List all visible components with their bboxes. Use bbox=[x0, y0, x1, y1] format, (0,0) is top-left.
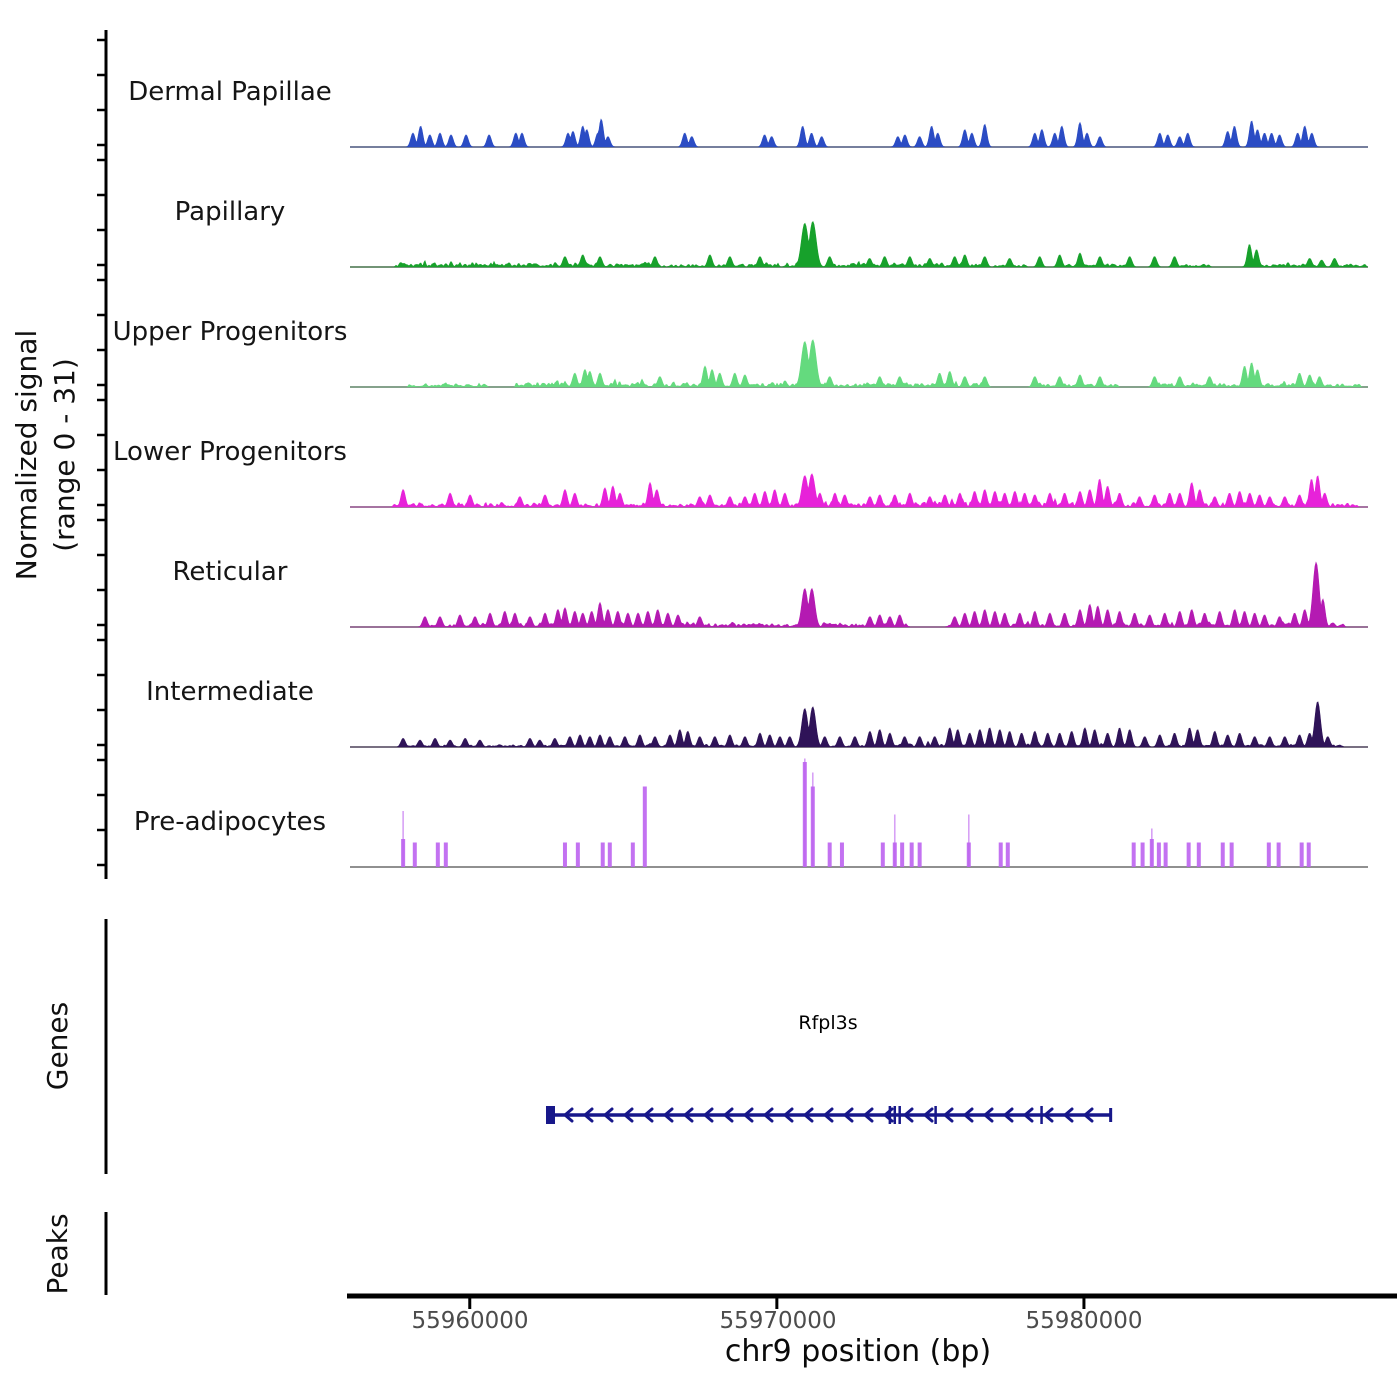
signal-bar bbox=[435, 842, 440, 867]
coverage-area bbox=[350, 118, 1368, 148]
peaks-panel-label: Peaks bbox=[41, 1213, 74, 1295]
x-tick-55970000: 55970000 bbox=[719, 1308, 837, 1334]
strand-arrow-icon bbox=[743, 1107, 754, 1123]
signal-bar bbox=[562, 842, 567, 867]
signal-track-0 bbox=[350, 118, 1368, 148]
strand-arrow-icon bbox=[763, 1107, 774, 1123]
signal-track-1 bbox=[350, 221, 1369, 268]
signal-track-2 bbox=[350, 339, 1368, 388]
signal-bar bbox=[575, 842, 580, 867]
signal-bar bbox=[802, 762, 807, 867]
track-label-lower-progenitors: Lower Progenitors bbox=[113, 437, 347, 467]
signal-bar bbox=[880, 842, 885, 867]
x-tick-55980000: 55980000 bbox=[1025, 1308, 1143, 1334]
strand-arrow-icon bbox=[643, 1107, 654, 1123]
gene-terminal-exon bbox=[545, 1106, 555, 1124]
signal-bar bbox=[642, 786, 647, 867]
strand-arrow-icon bbox=[703, 1107, 714, 1123]
signal-bar bbox=[1140, 842, 1145, 867]
coverage-area bbox=[350, 473, 1368, 508]
coverage-area bbox=[350, 701, 1368, 748]
strand-arrow-icon bbox=[863, 1107, 874, 1123]
coverage-area bbox=[350, 221, 1369, 268]
y-axis-label-line1: Normalized signal bbox=[10, 329, 43, 581]
signal-bar bbox=[917, 842, 922, 867]
gene-label-rfpl3s: Rfpl3s bbox=[798, 1012, 858, 1034]
strand-arrow-icon bbox=[843, 1107, 854, 1123]
strand-arrow-icon bbox=[1083, 1107, 1094, 1123]
strand-arrow-icon bbox=[683, 1107, 694, 1123]
signal-bar bbox=[1266, 842, 1271, 867]
signal-bar bbox=[412, 842, 417, 867]
signal-bar bbox=[1299, 842, 1304, 867]
strand-arrow-icon bbox=[563, 1107, 574, 1123]
signal-bar bbox=[827, 842, 832, 867]
signal-track-6 bbox=[401, 758, 1311, 867]
signal-track-3 bbox=[350, 473, 1368, 508]
coverage-area bbox=[350, 339, 1368, 388]
signal-bar bbox=[1156, 842, 1161, 867]
strand-arrow-icon bbox=[603, 1107, 614, 1123]
signal-bar bbox=[900, 842, 905, 867]
signal-bar bbox=[1005, 842, 1010, 867]
track-label-pre-adipocytes: Pre-adipocytes bbox=[133, 807, 327, 837]
track-label-reticular: Reticular bbox=[172, 557, 288, 587]
signal-track-5 bbox=[350, 701, 1368, 748]
track-label-intermediate: Intermediate bbox=[146, 677, 314, 707]
signal-bar bbox=[1306, 842, 1311, 867]
signal-bar bbox=[1220, 842, 1225, 867]
signal-bar bbox=[401, 839, 406, 867]
signal-bar bbox=[892, 842, 897, 867]
signal-bar bbox=[810, 786, 815, 867]
strand-arrow-icon bbox=[1043, 1107, 1054, 1123]
signal-bar bbox=[1196, 842, 1201, 867]
y-axis-label: Normalized signal (range 0 - 31) bbox=[8, 5, 84, 905]
strand-arrow-icon bbox=[783, 1107, 794, 1123]
strand-arrow-icon bbox=[623, 1107, 634, 1123]
strand-arrow-icon bbox=[723, 1107, 734, 1123]
signal-bar bbox=[998, 842, 1003, 867]
gene-body-rfpl3s bbox=[545, 1106, 1113, 1124]
strand-arrow-icon bbox=[923, 1107, 934, 1123]
strand-arrow-icon bbox=[963, 1107, 974, 1123]
signal-bar bbox=[630, 842, 635, 867]
track-label-upper-progenitors: Upper Progenitors bbox=[112, 317, 348, 347]
strand-arrow-icon bbox=[1003, 1107, 1014, 1123]
signal-bar bbox=[839, 842, 844, 867]
strand-arrow-icon bbox=[983, 1107, 994, 1123]
signal-bar bbox=[1149, 839, 1154, 867]
strand-arrow-icon bbox=[663, 1107, 674, 1123]
signal-bar bbox=[1276, 842, 1281, 867]
signal-bar bbox=[1131, 842, 1136, 867]
coverage-area bbox=[350, 561, 1368, 628]
signal-track-4 bbox=[350, 561, 1368, 628]
strand-arrow-icon bbox=[943, 1107, 954, 1123]
signal-bar bbox=[1229, 842, 1234, 867]
strand-arrow-icon bbox=[1063, 1107, 1074, 1123]
strand-arrow-icon bbox=[1023, 1107, 1034, 1123]
signal-bar bbox=[966, 842, 971, 867]
x-tick-55960000: 55960000 bbox=[411, 1308, 529, 1334]
strand-arrow-icon bbox=[583, 1107, 594, 1123]
strand-arrow-icon bbox=[823, 1107, 834, 1123]
track-label-papillary: Papillary bbox=[174, 197, 286, 227]
signal-bar bbox=[600, 842, 605, 867]
strand-arrow-icon bbox=[903, 1107, 914, 1123]
signal-bar bbox=[607, 842, 612, 867]
signal-bar bbox=[443, 842, 448, 867]
y-axis-label-line2: (range 0 - 31) bbox=[48, 358, 81, 552]
signal-bar bbox=[1163, 842, 1168, 867]
x-axis-title: chr9 position (bp) bbox=[724, 1334, 992, 1369]
strand-arrow-icon bbox=[803, 1107, 814, 1123]
track-label-dermal-papillae: Dermal Papillae bbox=[128, 77, 332, 107]
signal-bar bbox=[1186, 842, 1191, 867]
signal-bar bbox=[909, 842, 914, 867]
